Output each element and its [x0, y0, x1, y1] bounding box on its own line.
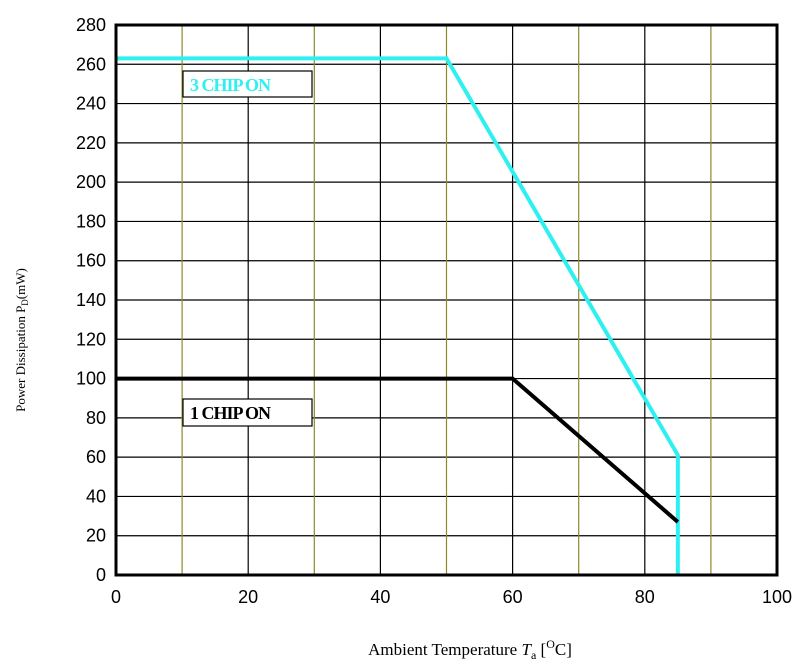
x-axis-ticks: 0 20 40 60 80 100 — [111, 587, 792, 607]
y-tick-label: 180 — [76, 211, 106, 231]
y-tick-label: 200 — [76, 172, 106, 192]
grid — [116, 25, 777, 575]
y-tick-label: 0 — [96, 565, 106, 585]
y-axis-ticks: 0 20 40 60 80 100 120 140 160 180 200 220 240 260 280 — [76, 15, 106, 585]
y-tick-label: 60 — [86, 447, 106, 467]
x-tick-label: 100 — [762, 587, 792, 607]
annotation-3-chip-on-label: 3 CHIP ON — [190, 75, 271, 95]
x-tick-label: 20 — [238, 587, 258, 607]
y-tick-label: 40 — [86, 486, 106, 506]
x-tick-label: 0 — [111, 587, 121, 607]
series-line-1-chip-on — [116, 376, 680, 524]
y-tick-label: 20 — [86, 526, 106, 546]
annotation-3-chip-on-box — [182, 70, 313, 98]
y-tick-label: 220 — [76, 133, 106, 153]
series-line-3-chip-on — [116, 56, 680, 575]
annotation-1-chip-on-box — [182, 398, 313, 427]
y-tick-label: 160 — [76, 251, 106, 271]
x-tick-label: 60 — [503, 587, 523, 607]
y-axis-label: Power Dissipation PD(mW) — [13, 268, 30, 412]
series-lines — [116, 56, 680, 575]
plot-frame — [114, 23, 779, 577]
y-tick-label: 280 — [76, 15, 106, 35]
annotation-3-chip-on: 3 CHIP ON — [182, 70, 313, 98]
y-tick-label: 140 — [76, 290, 106, 310]
annotation-1-chip-on-label: 1 CHIP ON — [190, 403, 271, 423]
x-tick-label: 80 — [635, 587, 655, 607]
y-tick-label: 120 — [76, 329, 106, 349]
y-tick-label: 100 — [76, 369, 106, 389]
y-tick-label: 80 — [86, 408, 106, 428]
annotation-1-chip-on: 1 CHIP ON — [182, 398, 313, 427]
x-tick-label: 40 — [370, 587, 390, 607]
y-tick-label: 240 — [76, 94, 106, 114]
y-tick-label: 260 — [76, 54, 106, 74]
x-axis-label: Ambient Temperature Ta [OC] — [368, 637, 572, 662]
